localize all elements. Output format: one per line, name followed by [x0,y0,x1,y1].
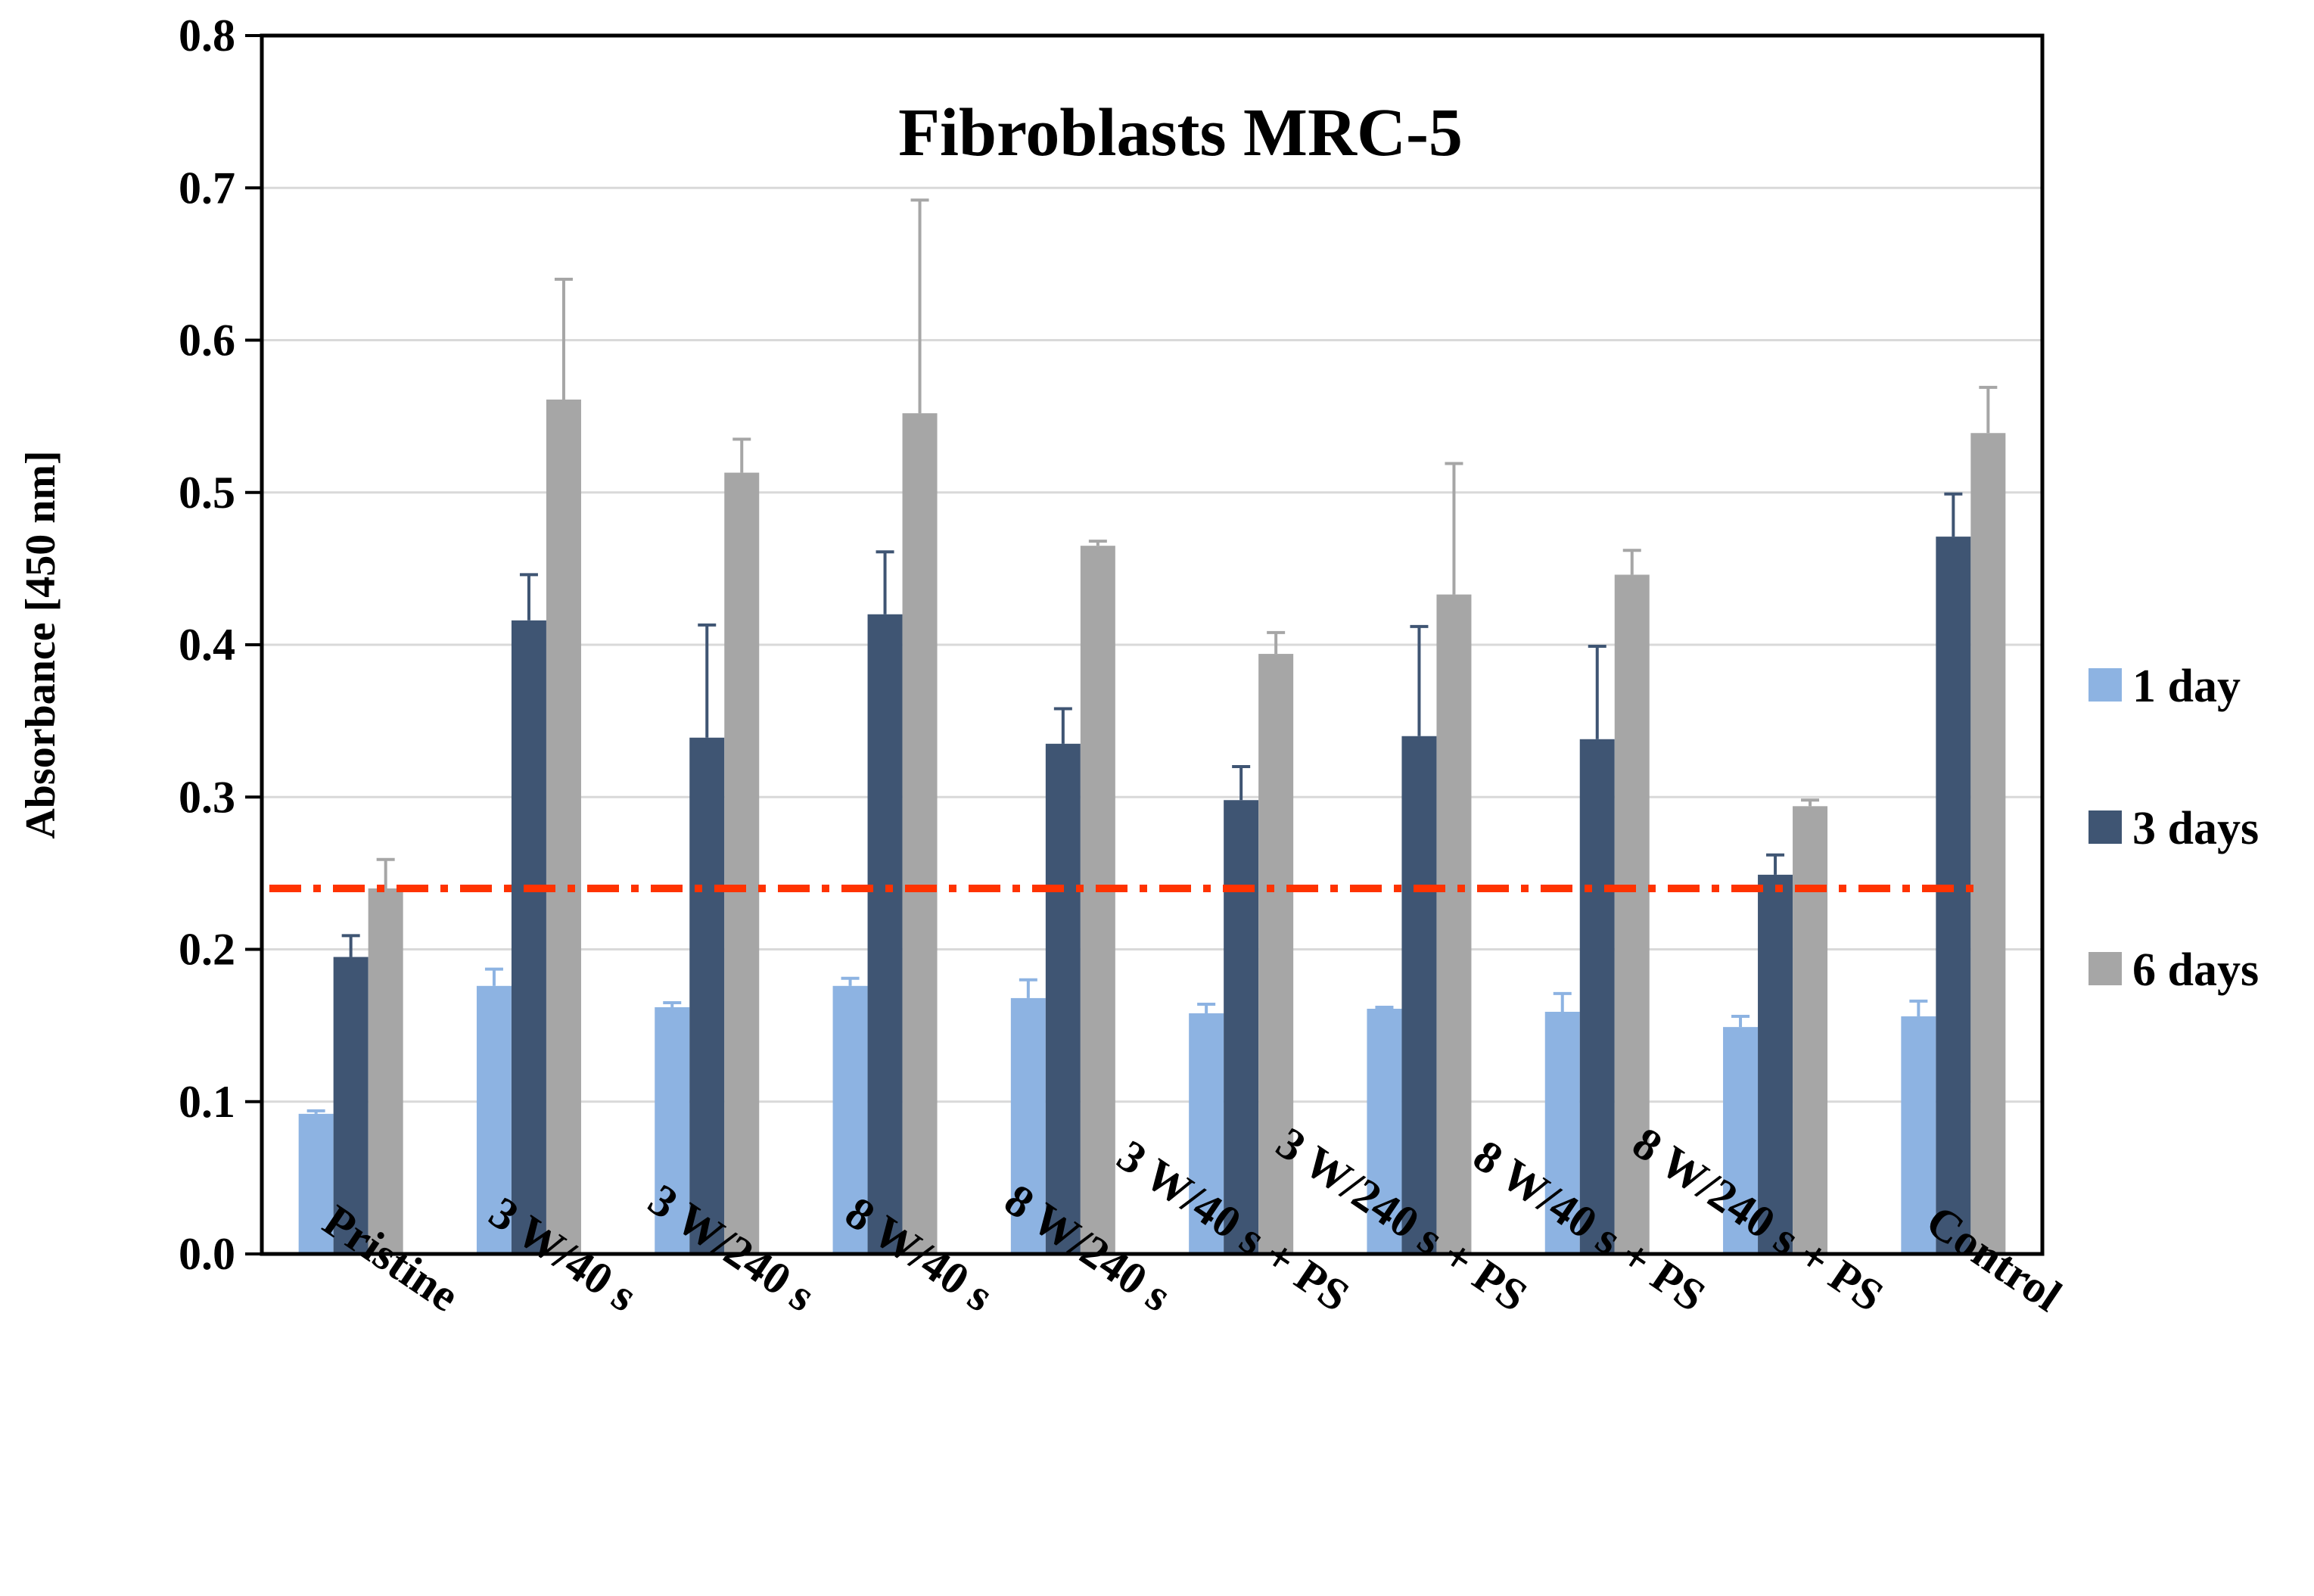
bar-1-day-7 [1367,1008,1402,1254]
bar-3-days-8 [1579,739,1615,1254]
bar-3-days-1 [333,957,369,1254]
bar-1-day-5 [1010,997,1046,1254]
bar-3-days-3 [689,737,725,1254]
chart-title: Fibroblasts MRC-5 [898,95,1463,170]
legend: 1 day 3 days 6 days [2089,661,2259,996]
bar-6-days-4 [902,413,938,1254]
bar-6-days-9 [1793,806,1828,1254]
bar-1-day-1 [298,1113,334,1254]
bar-1-day-10 [1901,1016,1936,1254]
legend-label: 6 days [2132,944,2259,996]
y-tick-label: 0.7 [179,163,235,213]
bar-6-days-2 [546,399,581,1254]
bar-6-days-3 [724,472,760,1254]
bar-3-days-6 [1224,800,1259,1254]
bar-1-day-8 [1544,1012,1580,1254]
y-tick-label: 0.8 [179,11,235,61]
bar-6-days-10 [1970,433,2006,1255]
legend-label: 1 day [2132,661,2241,712]
legend-swatch-1-day [2089,668,2122,702]
y-tick-label: 0.5 [179,468,235,518]
y-axis-label: Absorbance [450 nm] [17,450,64,838]
y-tick-label: 0.1 [179,1077,235,1127]
legend-label: 3 days [2132,803,2259,854]
bar-1-day-2 [476,985,512,1254]
legend-swatch-6-days [2089,952,2122,985]
y-tick-label: 0.6 [179,316,235,366]
bar-6-days-6 [1258,654,1294,1254]
bar-3-days-2 [511,620,546,1254]
legend-swatch-3-days [2089,810,2122,844]
bar-6-days-8 [1614,574,1650,1254]
bar-3-days-5 [1045,743,1081,1254]
bar-3-days-4 [867,614,903,1254]
bar-3-days-10 [1936,537,1971,1254]
bars [298,198,2006,1255]
y-tick-label: 0.4 [179,620,235,670]
bar-6-days-5 [1080,546,1115,1254]
bar-1-day-6 [1189,1013,1224,1254]
bar-3-days-9 [1758,874,1793,1254]
bar-1-day-4 [832,985,868,1254]
bar-1-day-9 [1723,1027,1759,1254]
bar-3-days-7 [1401,736,1437,1254]
y-tick-label: 0.0 [179,1229,235,1279]
y-tick-label: 0.3 [179,772,235,822]
y-tick-label: 0.2 [179,925,235,975]
bar-1-day-3 [655,1006,690,1254]
bar-6-days-1 [368,888,403,1254]
bar-6-days-7 [1436,594,1472,1254]
